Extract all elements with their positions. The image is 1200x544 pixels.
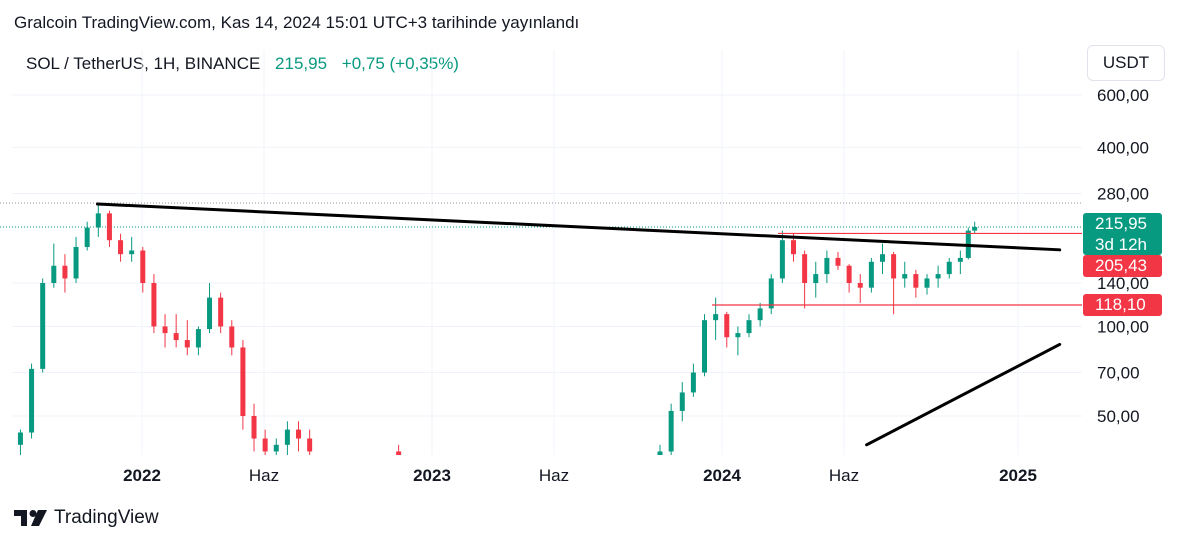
candle-down (162, 326, 168, 334)
candle-down (307, 438, 313, 452)
candle-up (757, 308, 763, 321)
candle-up (17, 432, 23, 445)
candle-up (73, 246, 79, 279)
candle-up (924, 278, 930, 288)
support-price-badge: 118,10 (1083, 293, 1162, 316)
candle-down (218, 297, 224, 327)
descending-trendline (96, 202, 1062, 252)
candle-down (296, 429, 302, 439)
candle-down (118, 240, 124, 255)
candle-down (140, 250, 146, 283)
x-tick-label: 2022 (123, 466, 161, 485)
candle-up (207, 297, 213, 330)
ascending-trendline (865, 342, 1062, 447)
x-tick-label: 2025 (999, 466, 1037, 485)
symbol-info: SOL / TetherUS, 1H, BINANCE 215,95 +0,75… (26, 54, 459, 74)
candle-up (824, 257, 830, 275)
candle-up (779, 240, 785, 279)
candle-down (802, 254, 808, 283)
candle-up (946, 261, 952, 275)
candle-up (95, 213, 101, 228)
current-price-value: 215,95 (1095, 214, 1147, 233)
candle-down (835, 257, 841, 266)
y-tick-label: 600,00 (1097, 86, 1149, 105)
candle-down (151, 282, 157, 327)
y-tick-label: 100,00 (1097, 317, 1149, 336)
candle-up (935, 274, 941, 279)
candle-up (129, 250, 135, 255)
candle-up (657, 451, 663, 455)
candle-down (396, 451, 402, 455)
price-change: +0,75 (+0,35%) (341, 54, 459, 73)
candle-up (40, 282, 46, 369)
candle-up (690, 372, 696, 393)
candle-down (184, 340, 190, 348)
candle-up (868, 261, 874, 288)
resistance-price-badge: 205,43 (1083, 255, 1162, 278)
candle-down (62, 265, 68, 279)
candle-up (972, 226, 978, 231)
candle-down (240, 347, 246, 416)
y-tick-label: 400,00 (1097, 138, 1149, 157)
tradingview-branding[interactable]: TradingView (14, 507, 159, 529)
x-tick-label: Haz (249, 466, 279, 485)
current-price-badge: 215,95 3d 12h (1083, 213, 1162, 255)
y-tick-label: 280,00 (1097, 184, 1149, 203)
candle-down (891, 254, 897, 279)
candles-group (17, 203, 978, 455)
x-tick-label: 2023 (413, 466, 451, 485)
publish-header: Gralcoin TradingView.com, Kas 14, 2024 1… (14, 13, 580, 32)
y-tick-label: 50,00 (1097, 407, 1140, 426)
candle-down (106, 213, 112, 241)
candle-up (735, 333, 741, 338)
candle-up (957, 257, 963, 262)
candle-down (791, 240, 797, 255)
candle-up (284, 429, 290, 445)
support-price-value: 118,10 (1095, 294, 1146, 314)
candle-up (273, 444, 279, 452)
y-tick-label: 70,00 (1097, 364, 1140, 383)
candle-up (195, 329, 201, 348)
y-tick-label: 140,00 (1097, 274, 1149, 293)
x-tick-label: 2024 (703, 466, 741, 485)
candle-down (857, 282, 863, 288)
tradingview-brand: TradingView (54, 507, 159, 528)
candle-up (84, 227, 90, 247)
x-tick-label: Haz (539, 466, 569, 485)
candle-up (768, 278, 774, 309)
last-price: 215,95 (275, 54, 328, 73)
candle-down (251, 416, 257, 439)
candle-up (902, 274, 908, 279)
candle-down (724, 314, 730, 338)
candle-down (913, 274, 919, 288)
candle-up (29, 368, 35, 433)
candle-down (173, 333, 179, 341)
candle-down (846, 265, 852, 283)
candle-down (262, 438, 268, 452)
x-tick-label: Haz (829, 466, 859, 485)
candle-countdown: 3d 12h (1095, 235, 1147, 254)
candle-up (879, 254, 885, 262)
candle-up (679, 392, 685, 411)
candle-up (813, 274, 819, 283)
currency-button[interactable]: USDT (1087, 45, 1165, 81)
candle-up (702, 320, 708, 373)
candle-up (51, 265, 57, 283)
symbol-pair[interactable]: SOL / TetherUS, 1H, BINANCE (26, 54, 261, 73)
candle-up (668, 410, 674, 452)
candle-up (713, 314, 719, 321)
tradingview-logo-icon (14, 510, 47, 526)
resistance-price-value: 205,43 (1095, 256, 1147, 276)
candle-down (229, 326, 235, 348)
candle-up (746, 320, 752, 334)
